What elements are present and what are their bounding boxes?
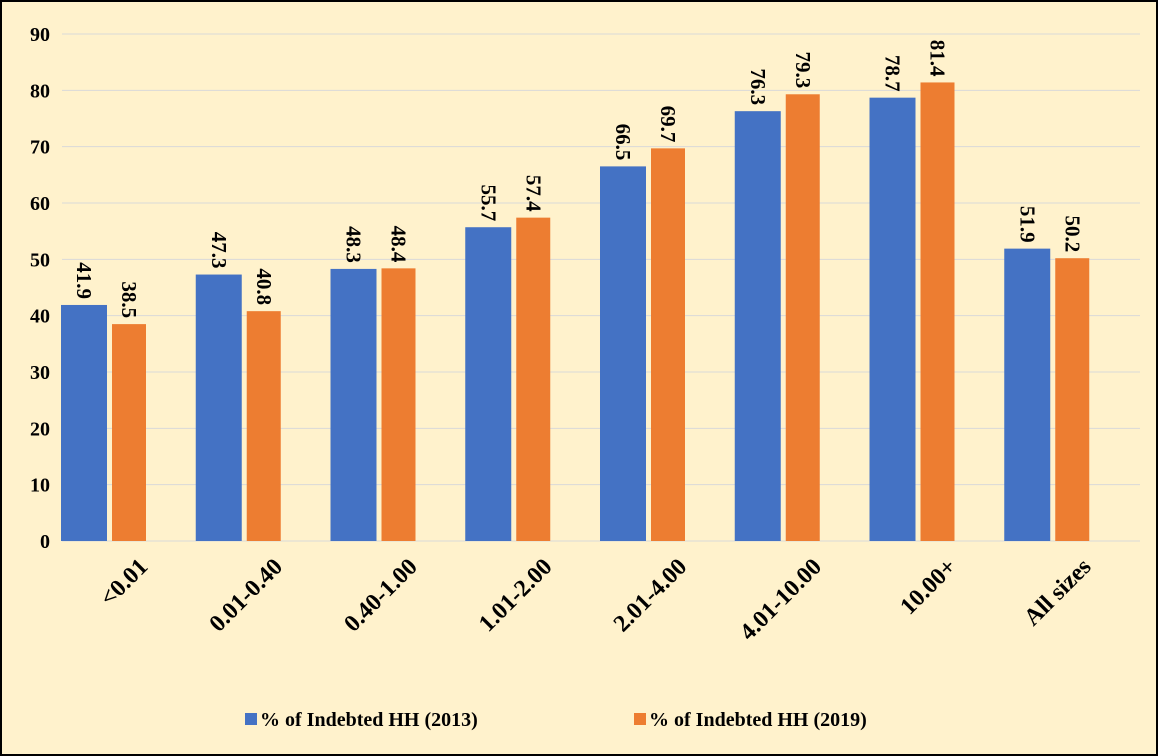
y-tick-label: 30 — [30, 362, 50, 384]
data-label: 81.4 — [926, 40, 950, 77]
bar — [516, 217, 551, 541]
y-tick-label: 80 — [30, 80, 50, 102]
bar — [61, 304, 107, 541]
data-label: 78.7 — [881, 55, 905, 92]
legend-swatch — [245, 713, 257, 725]
y-tick-label: 0 — [40, 531, 50, 553]
y-tick-label: 40 — [30, 306, 50, 328]
y-tick-label: 50 — [30, 249, 50, 271]
data-label: 38.5 — [117, 281, 141, 318]
y-tick-label: 10 — [30, 475, 50, 497]
bar — [381, 268, 416, 541]
data-label: 79.3 — [791, 52, 815, 89]
bar — [112, 324, 146, 541]
y-tick-label: 70 — [30, 137, 50, 159]
bar — [734, 111, 781, 541]
y-tick-label: 60 — [30, 193, 50, 215]
bar — [785, 94, 820, 541]
data-label: 48.3 — [342, 226, 366, 263]
data-label: 48.4 — [387, 226, 411, 263]
legend-label: % of Indebted HH (2013) — [260, 709, 478, 731]
bar — [195, 274, 242, 541]
y-tick-label: 20 — [30, 418, 50, 440]
legend-swatch — [634, 713, 646, 725]
bar — [651, 148, 685, 541]
bar — [869, 97, 916, 541]
data-label: 47.3 — [207, 232, 231, 269]
data-label: 69.7 — [656, 106, 680, 143]
bar — [330, 268, 377, 541]
bar — [246, 311, 281, 541]
data-label: 41.9 — [72, 262, 96, 299]
bar — [920, 82, 955, 542]
bar — [1004, 248, 1051, 541]
bar — [600, 166, 646, 541]
bar — [465, 227, 512, 541]
data-label: 50.2 — [1060, 215, 1084, 252]
data-label: 55.7 — [476, 184, 500, 221]
bar — [1055, 258, 1090, 541]
y-tick-label: 90 — [30, 24, 50, 46]
data-label: 51.9 — [1015, 206, 1039, 243]
data-label: 57.4 — [521, 175, 545, 212]
data-label: 76.3 — [746, 68, 770, 105]
legend-label: % of Indebted HH (2019) — [649, 709, 867, 731]
data-label: 40.8 — [252, 268, 276, 305]
data-label: 66.5 — [611, 124, 635, 161]
